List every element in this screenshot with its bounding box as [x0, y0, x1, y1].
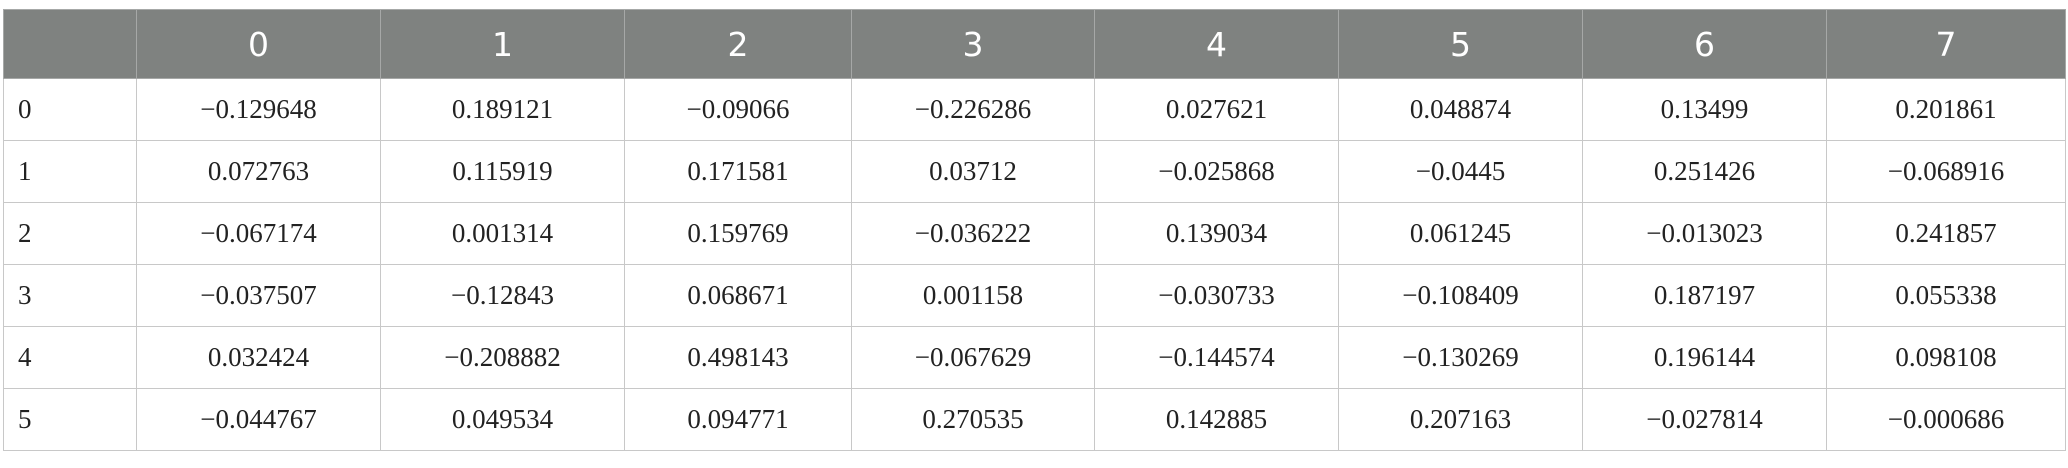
table-cell: 0.251426 [1582, 140, 1827, 203]
column-header: 3 [851, 9, 1095, 79]
row-label: 1 [3, 140, 137, 203]
table-cell: 0.068671 [624, 264, 852, 327]
row-label: 5 [3, 388, 137, 451]
table-cell: 0.055338 [1826, 264, 2066, 327]
table-cell: −0.130269 [1338, 326, 1583, 389]
table-cell: −0.025868 [1094, 140, 1339, 203]
table-cell: −0.208882 [380, 326, 625, 389]
table-cell: 0.001158 [851, 264, 1095, 327]
table-cell: 0.032424 [136, 326, 381, 389]
column-header: 7 [1826, 9, 2066, 79]
column-header: 0 [136, 9, 381, 79]
table-cell: 0.196144 [1582, 326, 1827, 389]
table-cell: 0.049534 [380, 388, 625, 451]
table-cell: −0.030733 [1094, 264, 1339, 327]
table-cell: −0.12843 [380, 264, 625, 327]
table-cell: −0.068916 [1826, 140, 2066, 203]
column-header: 2 [624, 9, 852, 79]
table-cell: 0.498143 [624, 326, 852, 389]
table-cell: −0.129648 [136, 78, 381, 141]
table-cell: 0.207163 [1338, 388, 1583, 451]
table-cell: 0.13499 [1582, 78, 1827, 141]
table-row: 0 −0.129648 0.189121 −0.09066 −0.226286 0.027… [3, 78, 2066, 141]
table-cell: −0.0445 [1338, 140, 1583, 203]
table-cell: 0.270535 [851, 388, 1095, 451]
table-cell: −0.036222 [851, 202, 1095, 265]
row-label: 0 [3, 78, 137, 141]
row-label: 4 [3, 326, 137, 389]
table-body: 0 −0.129648 0.189121 −0.09066 −0.226286 0.027… [3, 78, 2066, 451]
row-label: 3 [3, 264, 137, 327]
table-cell: −0.067629 [851, 326, 1095, 389]
table-cell: −0.144574 [1094, 326, 1339, 389]
table-cell: 0.027621 [1094, 78, 1339, 141]
table-cell: −0.027814 [1582, 388, 1827, 451]
table-cell: 0.048874 [1338, 78, 1583, 141]
column-header: 5 [1338, 9, 1583, 79]
table-cell: 0.098108 [1826, 326, 2066, 389]
column-header: 1 [380, 9, 625, 79]
corner-cell [3, 9, 137, 79]
table-cell: −0.037507 [136, 264, 381, 327]
table-cell: 0.061245 [1338, 202, 1583, 265]
table-cell: 0.001314 [380, 202, 625, 265]
table-cell: 0.03712 [851, 140, 1095, 203]
column-header: 4 [1094, 9, 1339, 79]
table-cell: 0.187197 [1582, 264, 1827, 327]
table-cell: 0.189121 [380, 78, 625, 141]
table-cell: −0.000686 [1826, 388, 2066, 451]
table-cell: 0.142885 [1094, 388, 1339, 451]
table-row: 3 −0.037507 −0.12843 0.068671 0.001158 −0.030… [3, 264, 2066, 327]
table-row: 1 0.072763 0.115919 0.171581 0.03712 −0.02586… [3, 140, 2066, 203]
table-cell: 0.201861 [1826, 78, 2066, 141]
table-cell: −0.09066 [624, 78, 852, 141]
table-cell: −0.226286 [851, 78, 1095, 141]
table-cell: 0.159769 [624, 202, 852, 265]
table-row: 5 −0.044767 0.049534 0.094771 0.270535 0.1428… [3, 388, 2066, 451]
table-cell: 0.171581 [624, 140, 852, 203]
column-header: 6 [1582, 9, 1827, 79]
table-cell: 0.115919 [380, 140, 625, 203]
table-cell: 0.241857 [1826, 202, 2066, 265]
table-cell: −0.044767 [136, 388, 381, 451]
table-cell: 0.072763 [136, 140, 381, 203]
table-cell: 0.139034 [1094, 202, 1339, 265]
table-cell: −0.108409 [1338, 264, 1583, 327]
table-row: 2 −0.067174 0.001314 0.159769 −0.036222 0.139… [3, 202, 2066, 265]
table-cell: −0.013023 [1582, 202, 1827, 265]
row-label: 2 [3, 202, 137, 265]
table-row: 4 0.032424 −0.208882 0.498143 −0.067629 −0.14… [3, 326, 2066, 389]
table-cell: −0.067174 [136, 202, 381, 265]
table-cell: 0.094771 [624, 388, 852, 451]
